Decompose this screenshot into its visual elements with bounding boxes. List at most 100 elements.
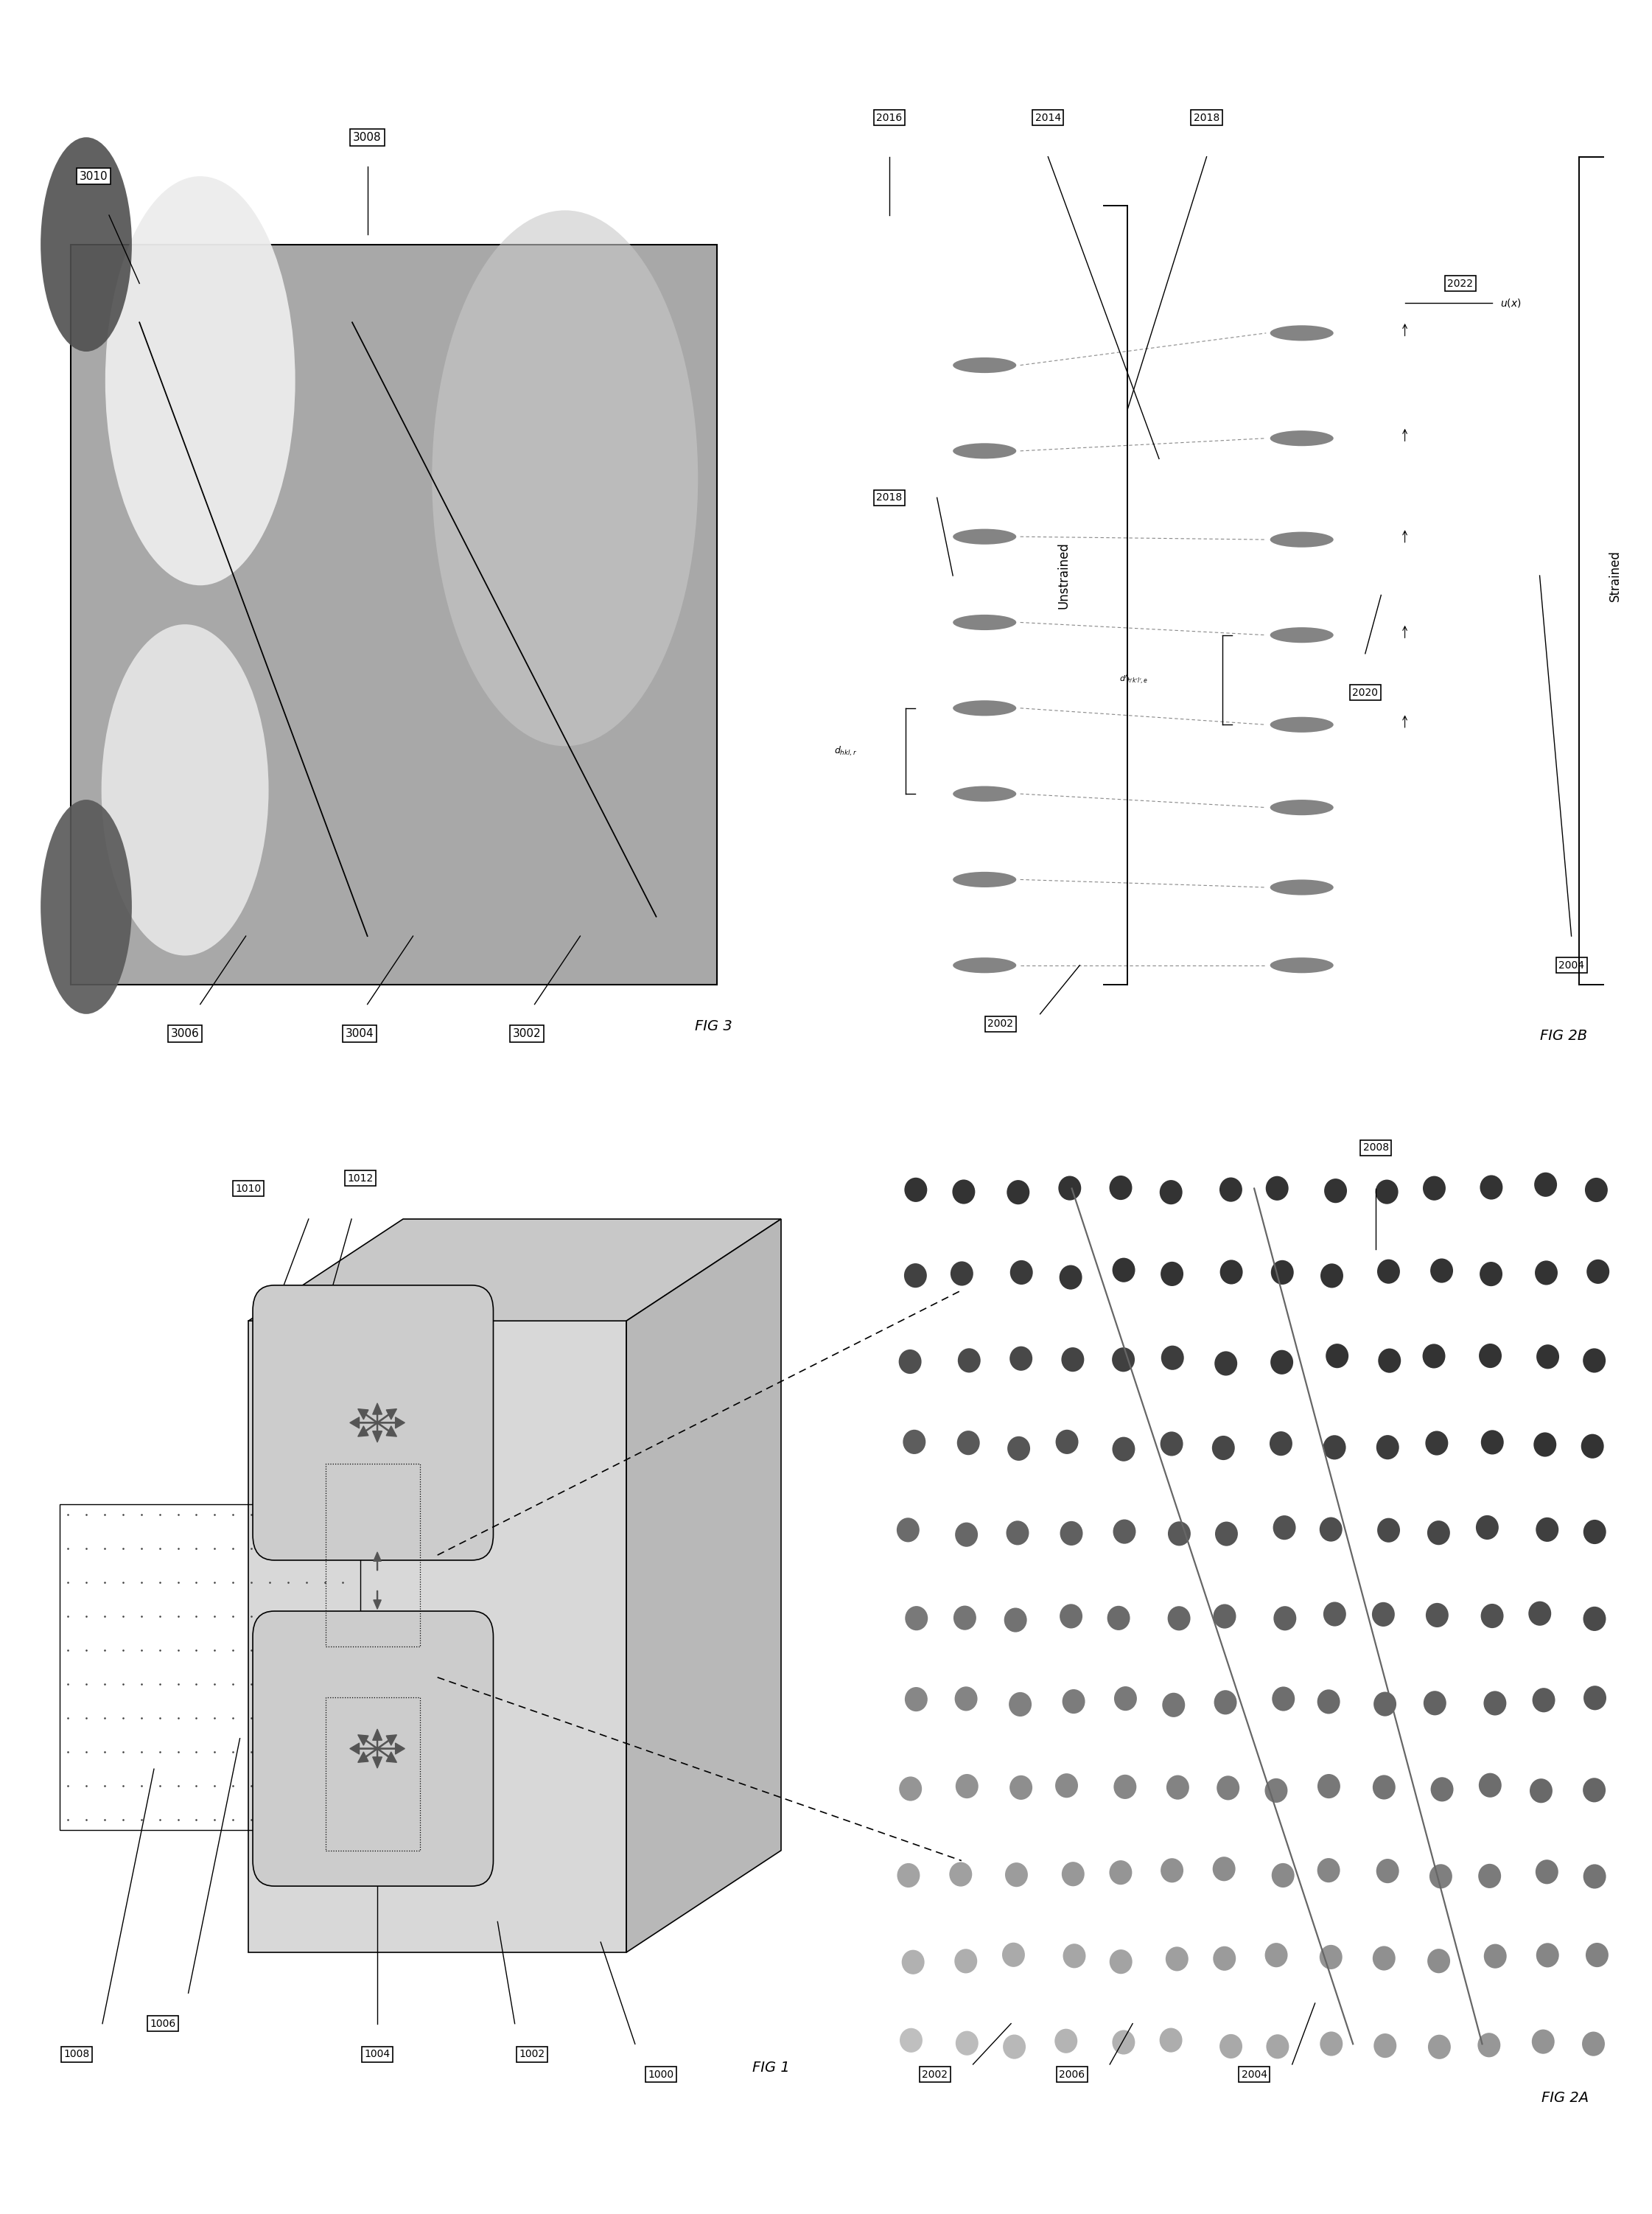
Ellipse shape xyxy=(1061,1521,1082,1545)
Ellipse shape xyxy=(1113,1776,1137,1800)
Ellipse shape xyxy=(1535,1260,1558,1284)
Ellipse shape xyxy=(1265,1176,1289,1200)
Ellipse shape xyxy=(1265,1944,1287,1968)
Ellipse shape xyxy=(953,1605,976,1630)
Ellipse shape xyxy=(1371,1603,1394,1627)
Text: FIG 2B: FIG 2B xyxy=(1540,1030,1588,1043)
Text: 1006: 1006 xyxy=(150,2019,175,2028)
Ellipse shape xyxy=(1270,1351,1294,1375)
Ellipse shape xyxy=(1270,627,1333,642)
FancyArrow shape xyxy=(358,1421,378,1437)
FancyArrow shape xyxy=(377,1408,396,1424)
Ellipse shape xyxy=(1008,1437,1031,1461)
Ellipse shape xyxy=(1317,1689,1340,1714)
Ellipse shape xyxy=(1320,1517,1343,1541)
Ellipse shape xyxy=(1270,430,1333,445)
Ellipse shape xyxy=(1059,1176,1080,1200)
FancyArrow shape xyxy=(373,1404,382,1424)
Ellipse shape xyxy=(1009,1260,1032,1284)
Ellipse shape xyxy=(1274,1605,1297,1630)
Text: 3010: 3010 xyxy=(79,170,107,182)
Text: 1008: 1008 xyxy=(64,2048,89,2059)
Ellipse shape xyxy=(1112,1258,1135,1282)
Ellipse shape xyxy=(1583,1864,1606,1889)
Ellipse shape xyxy=(1006,1521,1029,1545)
FancyArrow shape xyxy=(358,1736,378,1749)
Ellipse shape xyxy=(101,624,269,956)
Ellipse shape xyxy=(1213,1435,1234,1459)
Ellipse shape xyxy=(1479,1344,1502,1368)
Ellipse shape xyxy=(1480,1603,1503,1627)
Ellipse shape xyxy=(41,137,132,352)
Ellipse shape xyxy=(958,1348,981,1373)
Text: FIG 3: FIG 3 xyxy=(695,1018,732,1034)
Ellipse shape xyxy=(1536,1344,1559,1368)
Text: FIG 1: FIG 1 xyxy=(752,2061,790,2075)
Ellipse shape xyxy=(1317,1858,1340,1882)
FancyArrow shape xyxy=(377,1417,405,1428)
Ellipse shape xyxy=(1112,1348,1135,1373)
Ellipse shape xyxy=(1168,1521,1191,1545)
Ellipse shape xyxy=(1272,1864,1295,1889)
Text: Strained: Strained xyxy=(1609,549,1622,602)
Ellipse shape xyxy=(1317,1773,1340,1798)
Ellipse shape xyxy=(1479,1864,1502,1889)
Text: 2018: 2018 xyxy=(1194,113,1219,124)
Polygon shape xyxy=(248,1220,781,1322)
Ellipse shape xyxy=(1477,2032,1500,2057)
Ellipse shape xyxy=(1431,1258,1454,1282)
Ellipse shape xyxy=(1061,1348,1084,1373)
Ellipse shape xyxy=(1009,1691,1031,1716)
FancyArrow shape xyxy=(373,1552,382,1570)
Text: 1004: 1004 xyxy=(365,2048,390,2059)
Ellipse shape xyxy=(1483,1944,1507,1968)
Ellipse shape xyxy=(1427,2035,1450,2059)
Text: 2016: 2016 xyxy=(877,113,902,124)
Ellipse shape xyxy=(1531,2030,1555,2055)
Ellipse shape xyxy=(1214,1689,1237,1714)
Ellipse shape xyxy=(1269,1430,1292,1457)
Text: 2002: 2002 xyxy=(988,1018,1013,1030)
Ellipse shape xyxy=(1113,1519,1137,1543)
Text: $d'_{h'k'l',e}$: $d'_{h'k'l',e}$ xyxy=(1120,673,1148,686)
Ellipse shape xyxy=(106,177,296,584)
Ellipse shape xyxy=(1586,1942,1609,1968)
Ellipse shape xyxy=(1113,1687,1137,1711)
Ellipse shape xyxy=(41,799,132,1014)
Ellipse shape xyxy=(905,1605,928,1630)
Ellipse shape xyxy=(1218,1776,1239,1800)
Ellipse shape xyxy=(904,1264,927,1289)
Ellipse shape xyxy=(904,1178,927,1202)
Ellipse shape xyxy=(1475,1514,1498,1539)
Text: 2006: 2006 xyxy=(1059,2070,1085,2079)
Ellipse shape xyxy=(1429,1864,1452,1889)
Ellipse shape xyxy=(1583,1778,1606,1802)
Text: 3006: 3006 xyxy=(170,1027,200,1038)
Ellipse shape xyxy=(955,1687,978,1711)
Ellipse shape xyxy=(1219,1178,1242,1202)
Ellipse shape xyxy=(1213,1858,1236,1882)
Bar xyxy=(325,1463,420,1647)
Ellipse shape xyxy=(1003,1942,1024,1966)
Ellipse shape xyxy=(899,1776,922,1800)
Ellipse shape xyxy=(1062,1862,1084,1886)
Ellipse shape xyxy=(900,2028,922,2052)
Ellipse shape xyxy=(1270,799,1333,815)
Ellipse shape xyxy=(1583,1607,1606,1632)
Ellipse shape xyxy=(953,786,1016,801)
Ellipse shape xyxy=(953,700,1016,715)
Ellipse shape xyxy=(957,1430,980,1455)
Text: 2004: 2004 xyxy=(1558,961,1584,970)
Ellipse shape xyxy=(1270,717,1333,733)
Ellipse shape xyxy=(1270,531,1333,547)
Ellipse shape xyxy=(953,356,1016,372)
Ellipse shape xyxy=(1431,1778,1454,1802)
Bar xyxy=(325,1698,420,1851)
Ellipse shape xyxy=(1214,1351,1237,1375)
Ellipse shape xyxy=(1533,1687,1555,1711)
Ellipse shape xyxy=(1062,1689,1085,1714)
FancyBboxPatch shape xyxy=(253,1284,494,1561)
FancyBboxPatch shape xyxy=(253,1612,494,1886)
Ellipse shape xyxy=(1373,1691,1396,1716)
Text: 3002: 3002 xyxy=(512,1027,542,1038)
